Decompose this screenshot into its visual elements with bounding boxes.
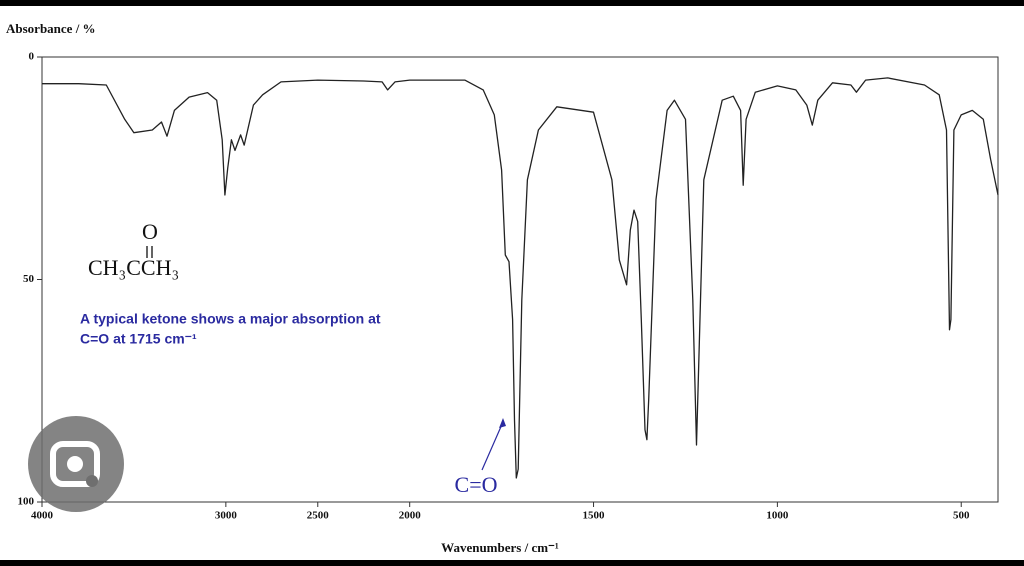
x-tick-label: 2500 [307, 510, 330, 522]
x-tick-label: 4000 [31, 510, 54, 522]
arrow-head [499, 418, 506, 428]
x-tick-label: 500 [953, 510, 970, 522]
structure-oxygen: O [142, 219, 158, 244]
x-axis-label: Wavenumbers / cm⁻¹ [441, 540, 559, 555]
background [0, 6, 1024, 560]
peak-label: C=O [455, 472, 498, 497]
y-axis-label: Absorbance / % [6, 21, 96, 36]
annotation: C=O at 1715 cm⁻¹ [80, 331, 197, 347]
structure-formula: CH₃CCH₃ [88, 255, 179, 280]
annotation: A typical ketone shows a major absorptio… [80, 311, 381, 327]
x-tick-label: 1500 [583, 510, 606, 522]
y-tick-label: 50 [23, 273, 35, 285]
x-tick-label: 2000 [399, 510, 422, 522]
arrow [481, 421, 504, 471]
y-tick-label: 100 [18, 496, 35, 508]
spectrum-line [42, 77, 999, 479]
y-tick-label: 0 [29, 51, 35, 63]
lens-icon [28, 416, 124, 512]
x-tick-label: 3000 [215, 510, 238, 522]
x-tick-label: 1000 [766, 510, 789, 522]
